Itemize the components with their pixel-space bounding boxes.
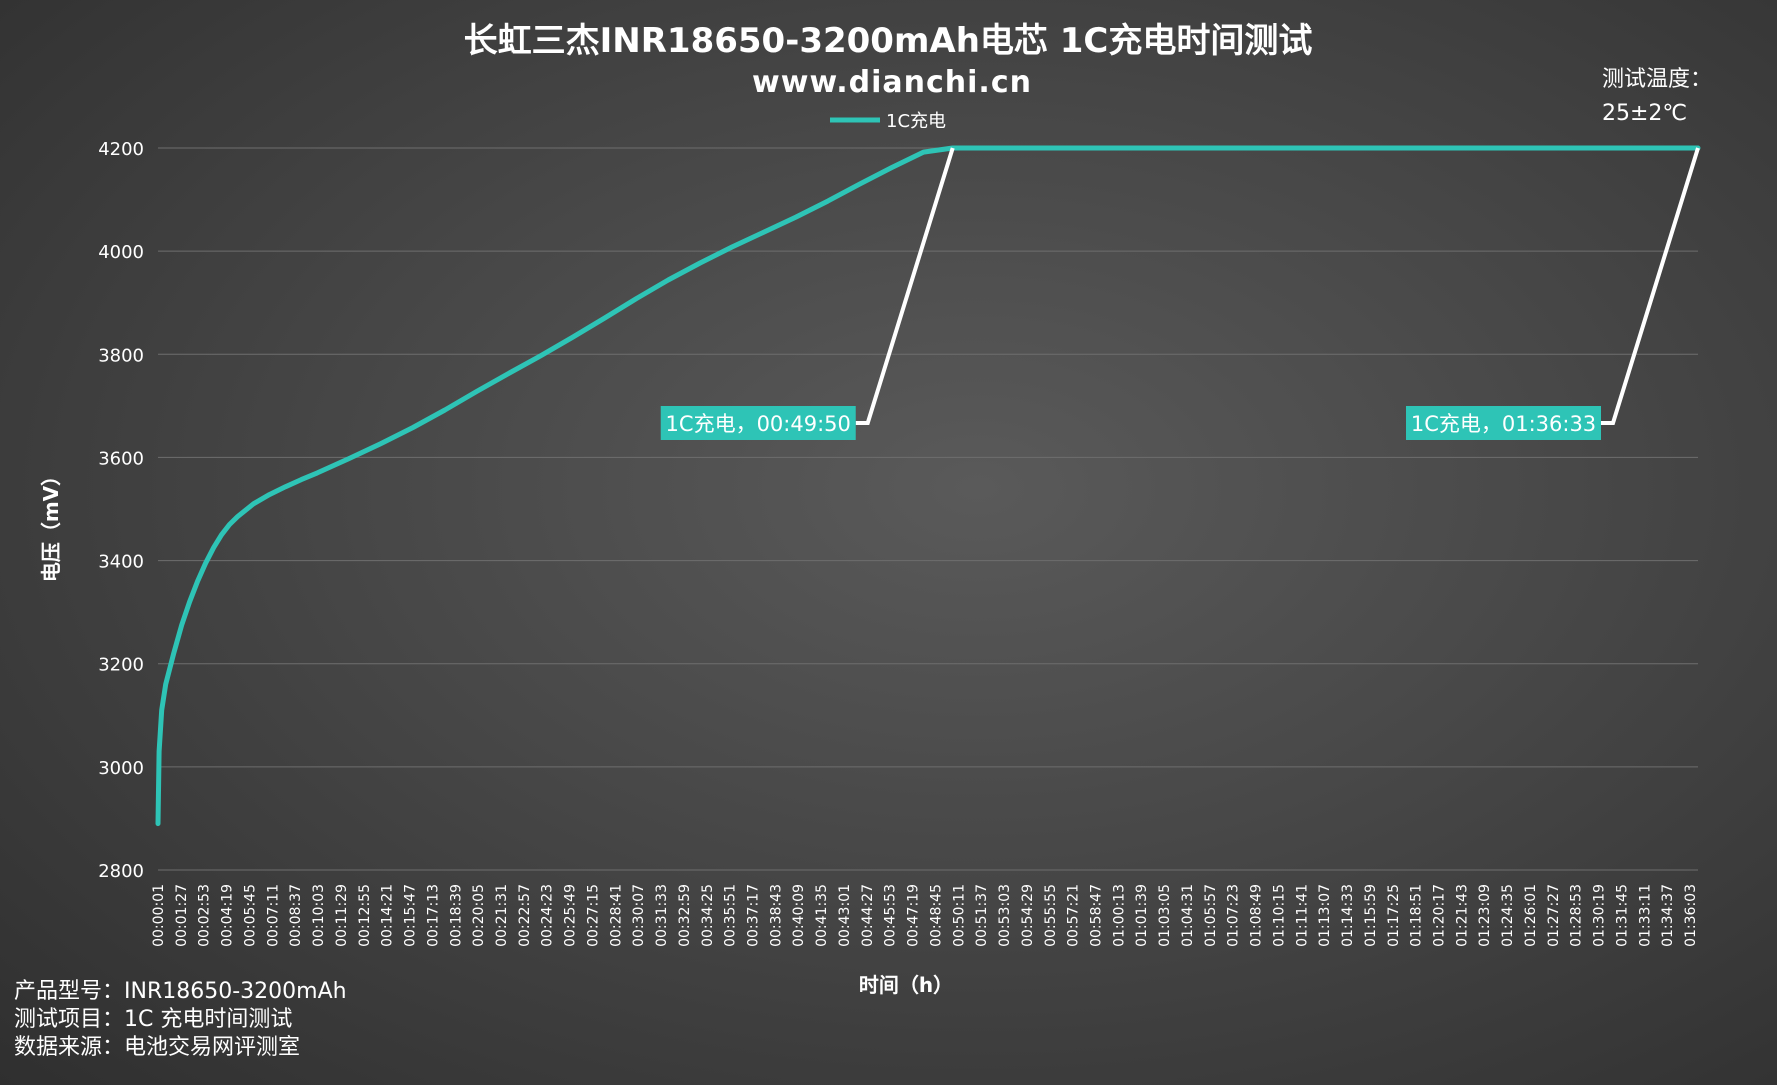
annotation-label: 1C充电，00:49:50	[666, 412, 851, 436]
x-tick-label: 00:12:55	[357, 884, 373, 947]
x-tick-label: 00:38:43	[768, 884, 784, 947]
x-tick-label: 00:43:01	[837, 884, 853, 947]
x-tick-label: 01:34:37	[1660, 884, 1676, 947]
x-tick-label: 00:15:47	[403, 884, 419, 947]
x-axis-label: 时间（h）	[859, 973, 953, 997]
x-tick-label: 01:27:27	[1546, 884, 1562, 947]
x-tick-label: 00:41:35	[814, 884, 830, 947]
x-tick-label: 00:34:25	[700, 884, 716, 947]
gridlines	[158, 147, 1698, 871]
annotation-box	[1406, 406, 1601, 440]
x-tick-label: 00:53:03	[997, 884, 1013, 947]
chart-title: 长虹三杰INR18650-3200mAh电芯 1C充电时间测试	[464, 21, 1313, 61]
x-tick-label: 00:58:47	[1089, 884, 1105, 947]
x-tick-label: 00:48:45	[928, 884, 944, 947]
x-tick-label: 01:24:35	[1500, 884, 1516, 947]
x-tick-label: 00:45:53	[883, 884, 899, 947]
annotation-leader-line	[855, 147, 955, 425]
x-tick-label: 00:55:55	[1043, 884, 1059, 947]
x-tick-label: 01:31:45	[1614, 884, 1630, 947]
x-tick-label: 00:31:33	[654, 884, 670, 947]
x-tick-label: 01:11:41	[1294, 884, 1310, 947]
y-tick-label: 2800	[98, 861, 144, 882]
y-tick-label: 4000	[98, 242, 144, 263]
x-tick-label: 00:01:27	[174, 884, 190, 947]
x-tick-label: 01:26:01	[1523, 884, 1539, 947]
x-tick-label: 01:00:13	[1111, 884, 1127, 947]
x-tick-label: 00:11:29	[334, 884, 350, 947]
x-tick-label: 01:04:31	[1180, 884, 1196, 947]
series-line-1c	[155, 145, 1701, 827]
x-tick-label: 01:10:15	[1271, 884, 1287, 947]
x-tick-label: 00:05:45	[242, 884, 258, 947]
x-tick-label: 01:30:19	[1592, 884, 1608, 947]
x-tick-label: 01:14:33	[1340, 884, 1356, 947]
x-tick-label: 00:57:21	[1066, 884, 1082, 947]
x-tick-label: 00:27:15	[585, 884, 601, 947]
x-tick-label: 01:18:51	[1409, 884, 1425, 947]
x-tick-label: 00:21:31	[494, 884, 510, 947]
y-tick-label: 3000	[98, 758, 144, 779]
x-tick-label: 01:07:23	[1226, 884, 1242, 947]
x-tick-label: 01:28:53	[1569, 884, 1585, 947]
x-tick-label: 00:00:01	[151, 884, 167, 947]
x-tick-label: 00:10:03	[311, 884, 327, 947]
legend-label: 1C充电	[886, 111, 946, 132]
x-tick-label: 00:50:11	[951, 884, 967, 947]
annotation-box	[660, 406, 856, 440]
x-tick-label: 01:08:49	[1249, 884, 1265, 947]
x-tick-label: 01:20:17	[1431, 884, 1447, 947]
y-tick-label: 3600	[98, 448, 144, 469]
x-tick-label: 01:17:25	[1386, 884, 1402, 947]
y-axis-label: 电压（mV）	[39, 466, 63, 582]
footer-product: 产品型号：INR18650-3200mAh	[14, 979, 347, 1004]
y-tick-label: 3400	[98, 552, 144, 573]
legend: 1C充电	[830, 111, 946, 132]
x-tick-label: 01:01:39	[1134, 884, 1150, 947]
x-tick-label: 00:04:19	[220, 884, 236, 947]
y-tick-label: 3200	[98, 655, 144, 676]
x-tick-label: 00:51:37	[974, 884, 990, 947]
x-tick-label: 00:28:41	[608, 884, 624, 947]
annotation-label: 1C充电，01:36:33	[1411, 412, 1596, 436]
x-tick-label: 00:08:37	[288, 884, 304, 947]
x-axis-ticks: 00:00:01 00:01:27 00:02:53 00:04:19 00:05:45…	[151, 884, 1699, 947]
x-tick-label: 00:47:19	[906, 884, 922, 947]
annotation-leader-line	[1601, 147, 1700, 425]
annotations: 1C充电，00:49:50 1C充电，01:36:33	[660, 147, 1700, 440]
x-tick-label: 00:40:09	[791, 884, 807, 947]
x-tick-label: 00:17:13	[425, 884, 441, 947]
footer-source: 数据来源：电池交易网评测室	[14, 1035, 300, 1060]
x-tick-label: 00:24:23	[540, 884, 556, 947]
x-tick-label: 01:05:57	[1203, 884, 1219, 947]
y-axis-ticks: 2800 3000 3200 3400 3600 3800 4000 4200	[98, 139, 144, 882]
x-tick-label: 00:20:05	[471, 884, 487, 947]
x-tick-label: 01:23:09	[1477, 884, 1493, 947]
x-tick-label: 00:30:07	[631, 884, 647, 947]
x-tick-label: 01:15:59	[1363, 884, 1379, 947]
temperature-value: 25±2℃	[1602, 101, 1687, 126]
x-tick-label: 00:18:39	[448, 884, 464, 947]
x-tick-label: 00:44:27	[860, 884, 876, 947]
x-tick-label: 01:13:07	[1317, 884, 1333, 947]
x-tick-label: 00:02:53	[197, 884, 213, 947]
x-tick-label: 01:21:43	[1454, 884, 1470, 947]
y-tick-label: 3800	[98, 345, 144, 366]
chart-subtitle: www.dianchi.cn	[752, 65, 1032, 100]
x-tick-label: 00:35:51	[723, 884, 739, 947]
x-tick-label: 00:22:57	[517, 884, 533, 947]
x-tick-label: 00:32:59	[677, 884, 693, 947]
x-tick-label: 01:03:05	[1157, 884, 1173, 947]
x-tick-label: 01:36:03	[1683, 884, 1699, 947]
x-tick-label: 00:54:29	[1020, 884, 1036, 947]
x-tick-label: 00:14:21	[380, 884, 396, 947]
footer-test-item: 测试项目：1C 充电时间测试	[14, 1007, 292, 1032]
x-tick-label: 00:07:11	[265, 884, 281, 947]
x-tick-label: 01:33:11	[1637, 884, 1653, 947]
x-tick-label: 00:25:49	[563, 884, 579, 947]
y-tick-label: 4200	[98, 139, 144, 160]
temperature-label: 测试温度：	[1602, 67, 1712, 92]
x-tick-label: 00:37:17	[746, 884, 762, 947]
